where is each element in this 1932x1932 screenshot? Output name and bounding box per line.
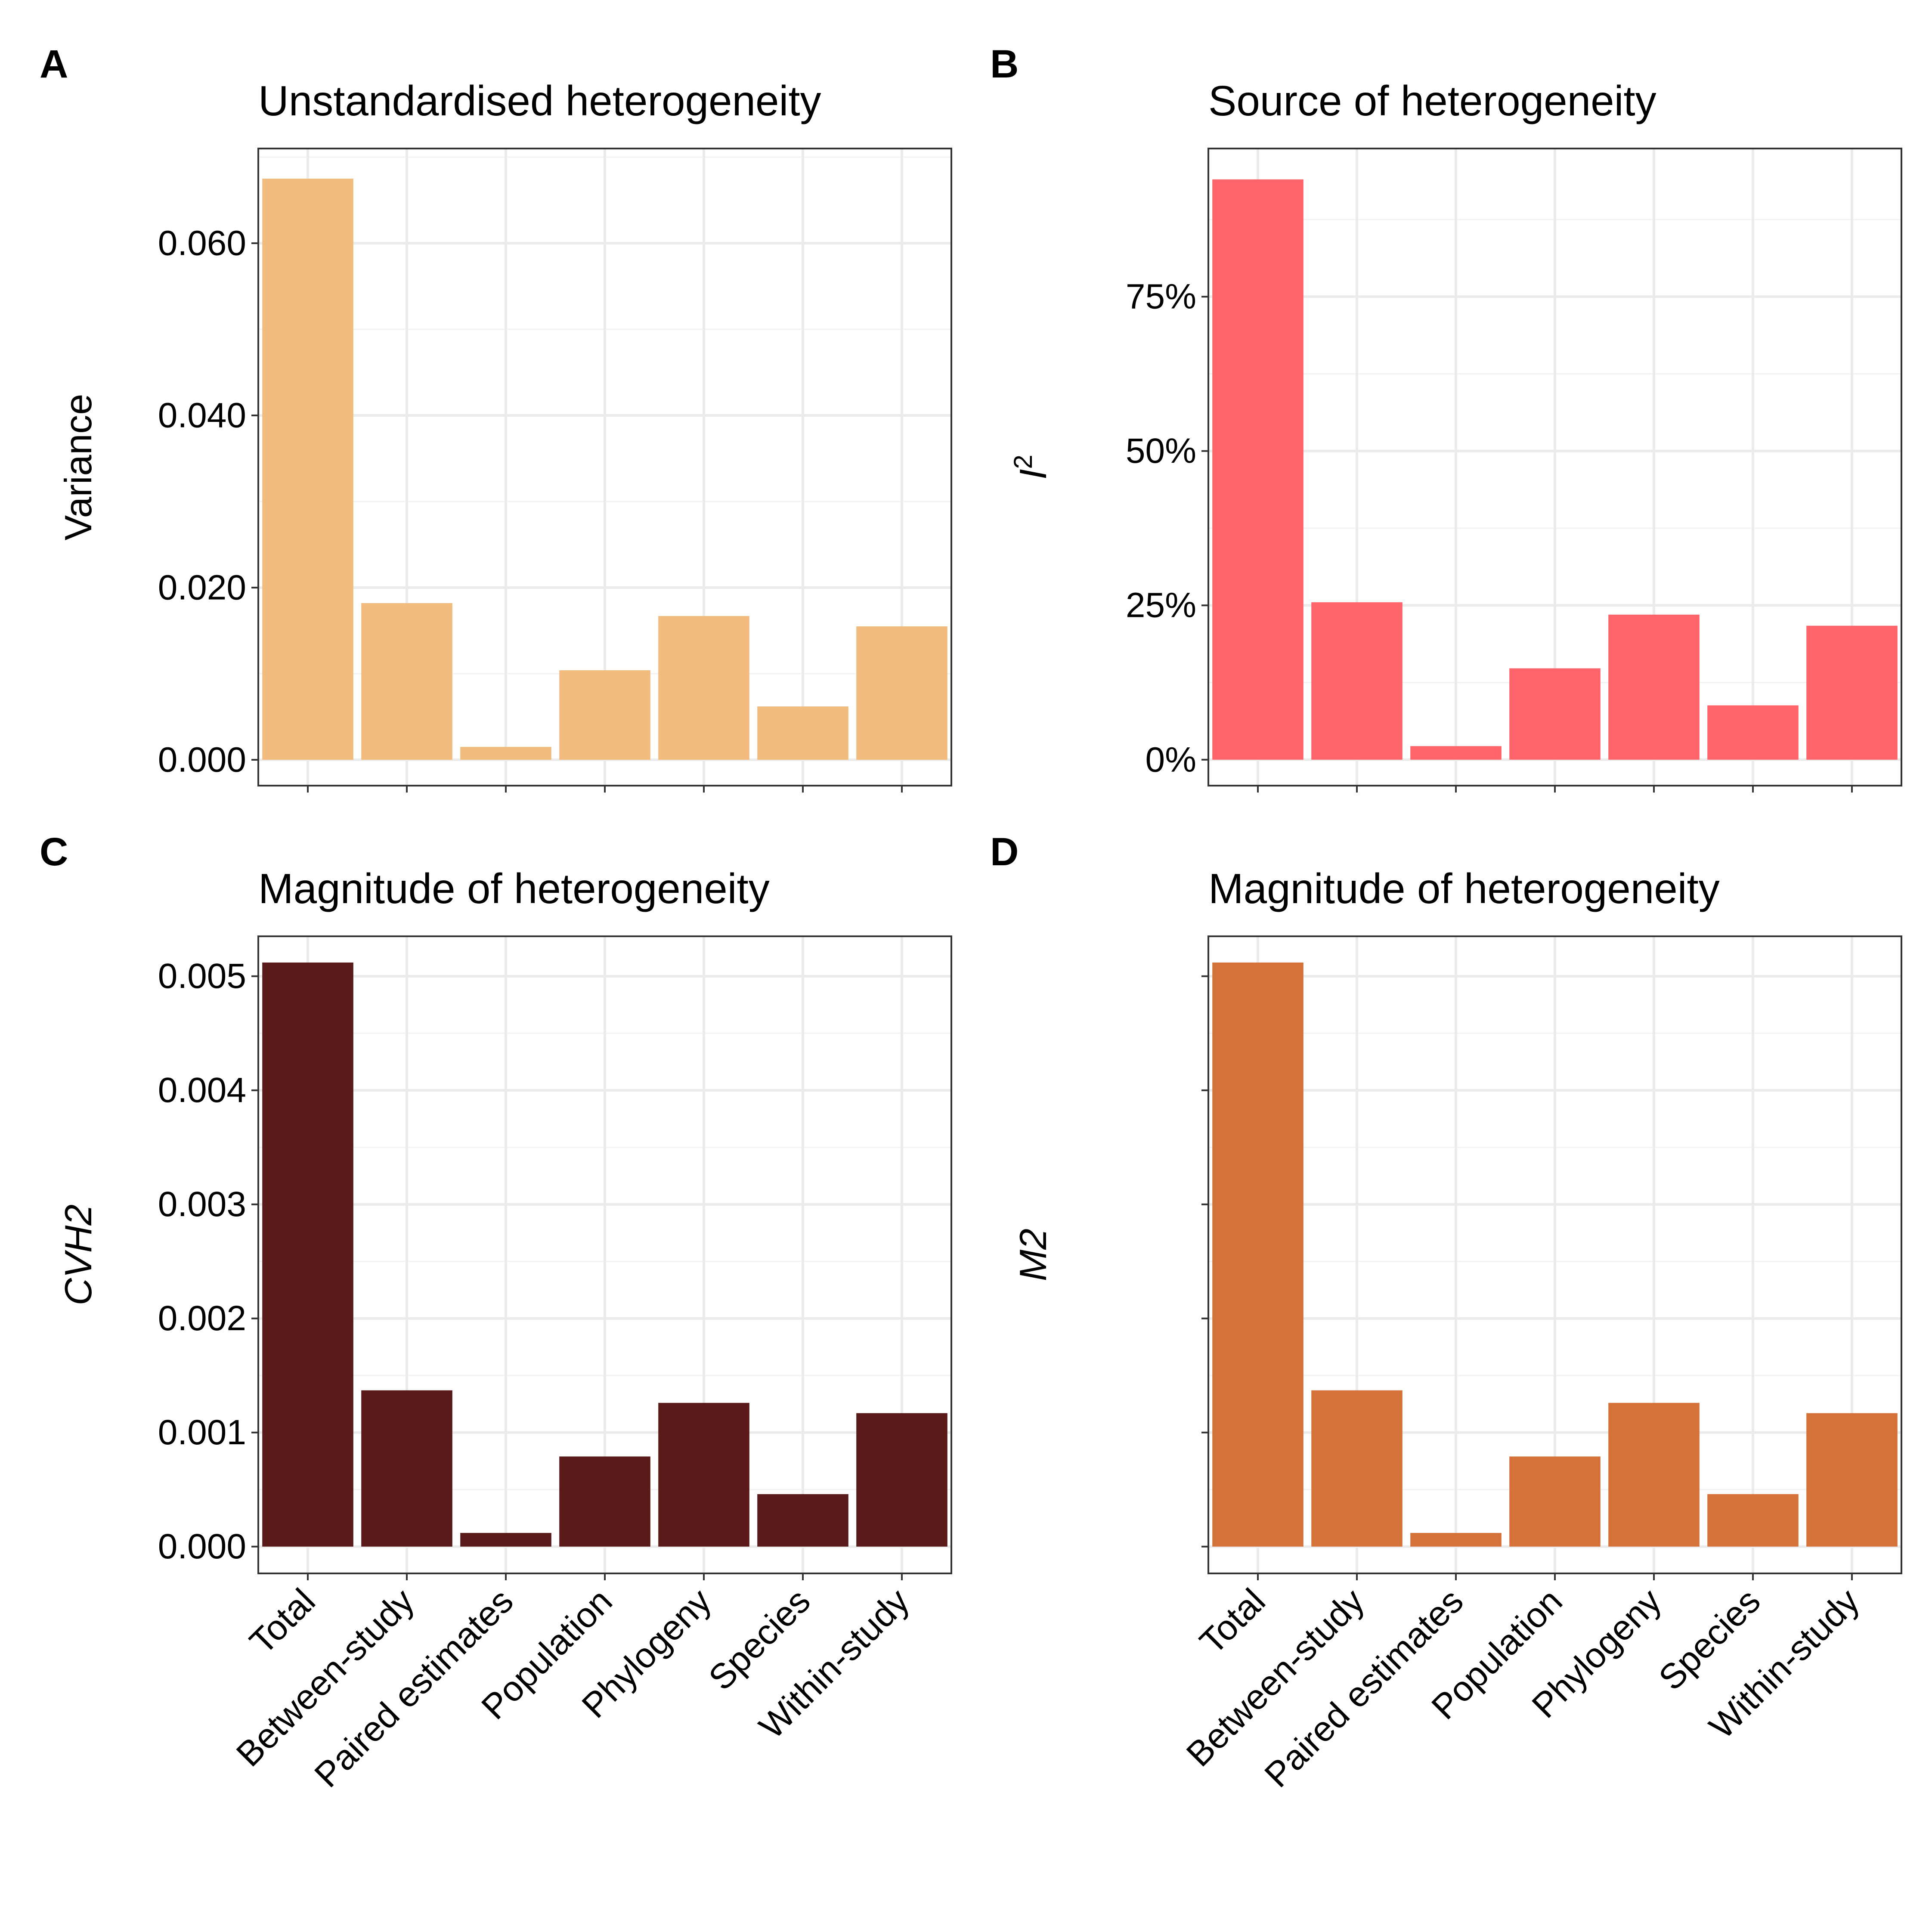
bar-paired-estimates [460,1533,551,1547]
y-tick-label: 25% [1126,586,1196,625]
bar-total [1212,962,1303,1547]
y-tick-label: 0.001 [158,1413,246,1452]
bar-within-study [856,626,947,760]
panel-tag: C [40,830,68,874]
y-tick-label: 75% [1126,277,1196,316]
y-tick-label: 0.003 [158,1185,246,1224]
bar-between-study [361,1390,452,1547]
y-tick-label: 0.040 [158,396,246,435]
bar-between-study [1311,602,1403,760]
chart-title: Magnitude of heterogeneity [258,865,770,912]
y-tick-label: 0.020 [158,568,246,607]
bar-within-study [1806,1413,1898,1547]
bar-total [262,962,353,1547]
bar-species [1707,705,1799,760]
y-axis-label: CVH2 [57,1204,99,1306]
bar-population [1509,1456,1601,1547]
panel-b: 0% 25% 50% 75% B Source of heterogeneity I2 [990,42,1902,793]
bar-population [559,1456,650,1547]
bar-paired-estimates [460,747,551,760]
panel-a: 0.000 0.020 0.040 0.060 A Unstandardised hete… [40,42,952,793]
y-tick-label: 0.002 [158,1299,246,1338]
y-tick-label: 0.004 [158,1071,246,1110]
bar-total [262,179,353,760]
bar-population [559,670,650,760]
panel-tag: B [990,42,1019,86]
bar-phylogeny [1608,1403,1700,1547]
y-tick-label: 0% [1145,740,1196,779]
y-axis-label: I2 [1009,455,1055,480]
panel-tag: A [40,42,68,86]
bar-paired-estimates [1410,746,1502,760]
y-tick-label: 0.005 [158,957,246,996]
bar-within-study [1806,625,1898,760]
bar-between-study [1311,1390,1403,1547]
bar-phylogeny [658,616,749,760]
bar-total [1212,179,1303,760]
y-tick-label: 0.000 [158,740,246,780]
y-axis-label: Variance [57,394,99,541]
panel-tag: D [990,830,1019,874]
chart-title: Unstandardised heterogeneity [258,77,821,124]
bar-population [1509,668,1601,760]
bar-within-study [856,1413,947,1547]
bar-species [757,706,848,760]
y-axis-label: M2 [1012,1229,1054,1281]
bar-between-study [361,603,452,760]
bar-species [757,1494,848,1547]
y-tick-label: 0.060 [158,224,246,263]
y-tick-label: 0.000 [158,1527,246,1566]
chart-title: Magnitude of heterogeneity [1208,865,1720,912]
chart-title: Source of heterogeneity [1208,77,1656,124]
bar-phylogeny [1608,614,1700,760]
y-tick-label: 50% [1126,431,1196,471]
bar-phylogeny [658,1403,749,1547]
bar-paired-estimates [1410,1533,1502,1547]
bar-species [1707,1494,1799,1547]
